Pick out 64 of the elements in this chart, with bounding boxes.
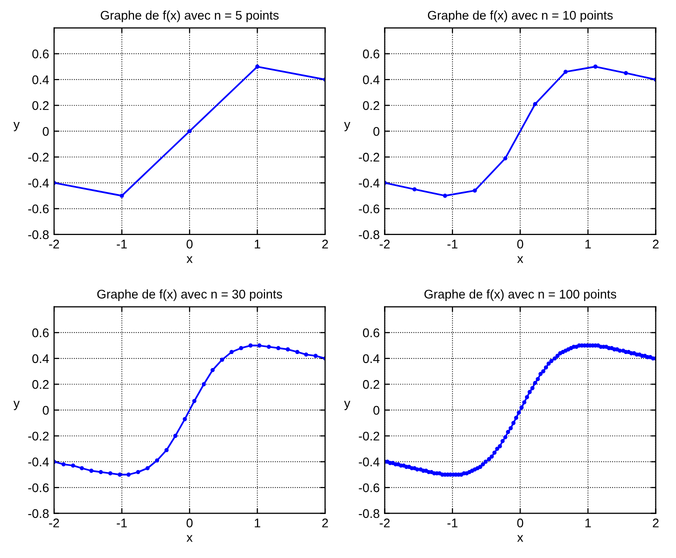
y-tick-label: 0.2: [362, 101, 380, 110]
y-tick-label: 0.2: [32, 101, 49, 110]
y-axis-title: y: [13, 122, 20, 132]
y-tick-label: 0.2: [32, 380, 49, 389]
y-tick-label: 0.4: [32, 75, 49, 84]
y-tick-label: 0.6: [362, 328, 380, 338]
x-tick-label: 0: [186, 240, 193, 249]
y-tick-label: -0.4: [358, 178, 380, 188]
y-tick-label: 0: [373, 406, 380, 415]
y-tick-label: -0.8: [358, 230, 380, 240]
x-tick-label: 2: [652, 518, 659, 528]
x-tick-label: -1: [116, 518, 127, 528]
y-tick-label: -0.8: [28, 230, 49, 240]
chart-title: Graphe de f(x) avec n = 30 points: [97, 289, 282, 302]
y-tick-label: 0.4: [32, 354, 49, 364]
x-tick-label: 0: [186, 518, 193, 528]
x-tick-label: -2: [380, 240, 390, 248]
x-tick-label: -1: [116, 240, 127, 248]
x-tick-label: 2: [652, 240, 659, 248]
y-tick-label: 0: [42, 126, 49, 136]
y-axis-title: y: [344, 122, 350, 132]
y-tick-label: -0.8: [358, 509, 380, 518]
y-tick-label: 0.6: [362, 50, 380, 58]
x-axis-title: x: [186, 535, 193, 542]
x-tick-label: -2: [380, 518, 390, 528]
y-tick-label: -0.2: [28, 152, 49, 162]
x-tick-label: 1: [254, 240, 260, 248]
y-tick-label: -0.2: [28, 432, 49, 441]
chart-title: Graphe de f(x) avec n = 10 points: [428, 10, 613, 22]
y-tick-label: 0.4: [362, 354, 380, 364]
y-tick-label: -0.6: [28, 483, 49, 492]
x-axis-title: x: [517, 535, 524, 542]
y-tick-label: -0.2: [358, 432, 380, 441]
x-tick-label: -1: [447, 518, 458, 528]
y-tick-label: -0.4: [28, 458, 49, 466]
x-axis-title: x: [517, 256, 524, 263]
x-tick-label: 0: [517, 518, 524, 528]
x-tick-label: 1: [585, 518, 591, 528]
y-tick-label: -0.4: [358, 458, 380, 466]
x-tick-label: 1: [254, 518, 260, 528]
y-tick-label: 0.4: [362, 75, 380, 84]
y-tick-label: -0.6: [358, 483, 380, 492]
x-tick-label: 0: [517, 240, 524, 249]
y-tick-label: 0: [373, 126, 380, 136]
x-axis-title: x: [186, 256, 193, 263]
y-axis-title: y: [13, 400, 20, 410]
x-tick-label: 1: [585, 240, 591, 248]
y-tick-label: 0.2: [362, 380, 380, 389]
x-tick-label: -1: [447, 240, 458, 248]
x-tick-label: 2: [322, 240, 328, 248]
y-tick-label: -0.6: [28, 204, 49, 214]
x-tick-label: -2: [49, 240, 60, 248]
y-tick-label: 0: [42, 406, 49, 415]
y-tick-label: -0.2: [358, 152, 380, 162]
chart-title: Graphe de f(x) avec n = 5 points: [100, 10, 279, 22]
x-tick-label: 2: [322, 518, 328, 528]
y-tick-label: 0.6: [32, 50, 49, 58]
x-tick-label: -2: [49, 518, 60, 528]
chart-title: Graphe de f(x) avec n = 100 points: [424, 289, 616, 302]
y-tick-label: 0.6: [32, 328, 49, 338]
y-tick-label: -0.6: [358, 204, 380, 214]
y-tick-label: -0.4: [28, 178, 49, 188]
y-tick-label: -0.8: [28, 509, 49, 518]
y-axis-title: y: [344, 400, 350, 410]
